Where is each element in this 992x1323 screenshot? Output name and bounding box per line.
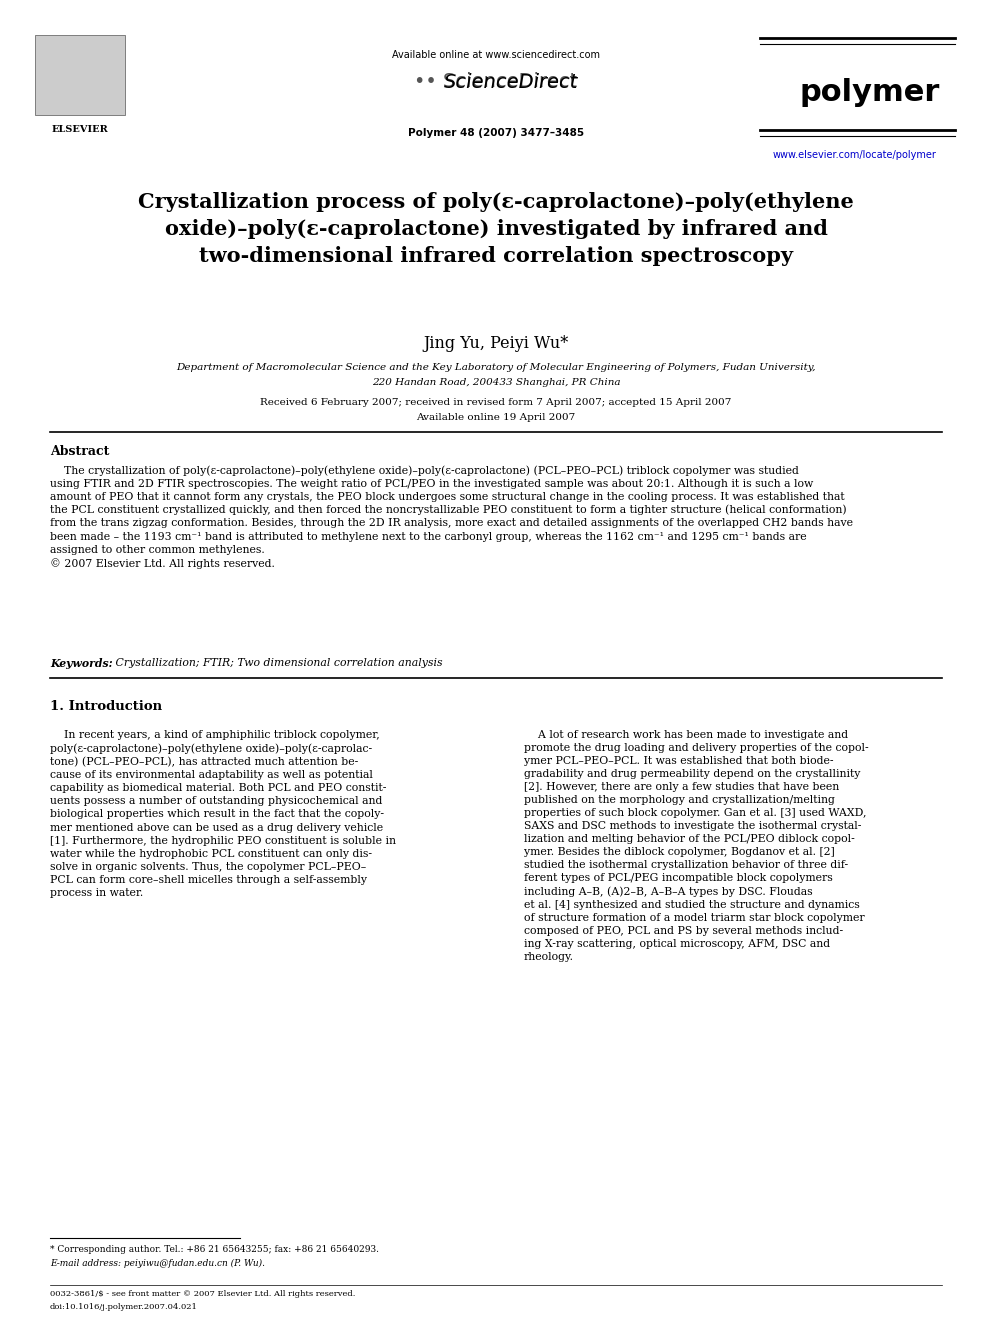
Text: polymer: polymer [800, 78, 940, 107]
Text: E-mail address: peiyiwu@fudan.edu.cn (P. Wu).: E-mail address: peiyiwu@fudan.edu.cn (P.… [50, 1259, 265, 1269]
Text: Available online 19 April 2007: Available online 19 April 2007 [417, 413, 575, 422]
Text: Jing Yu, Peiyi Wu*: Jing Yu, Peiyi Wu* [424, 335, 568, 352]
Text: In recent years, a kind of amphiphilic triblock copolymer,
poly(ε-caprolactone)–: In recent years, a kind of amphiphilic t… [50, 730, 396, 898]
Text: 0032-3861/$ - see front matter © 2007 Elsevier Ltd. All rights reserved.: 0032-3861/$ - see front matter © 2007 El… [50, 1290, 355, 1298]
Text: 1. Introduction: 1. Introduction [50, 700, 162, 713]
Bar [35, 34, 125, 115]
Text: Polymer 48 (2007) 3477–3485: Polymer 48 (2007) 3477–3485 [408, 128, 584, 138]
Text: * Corresponding author. Tel.: +86 21 65643255; fax: +86 21 65640293.: * Corresponding author. Tel.: +86 21 656… [50, 1245, 379, 1254]
Text: Department of Macromolecular Science and the Key Laboratory of Molecular Enginee: Department of Macromolecular Science and… [177, 363, 815, 372]
Text: •• ScienceDirect: •• ScienceDirect [415, 71, 577, 91]
Text: A lot of research work has been made to investigate and
promote the drug loading: A lot of research work has been made to … [524, 730, 869, 962]
Text: ELSEVIER: ELSEVIER [52, 124, 108, 134]
Text: www.elsevier.com/locate/polymer: www.elsevier.com/locate/polymer [773, 149, 936, 160]
Text: Available online at www.sciencedirect.com: Available online at www.sciencedirect.co… [392, 50, 600, 60]
Text: The crystallization of poly(ε-caprolactone)–poly(ethylene oxide)–poly(ε-caprolac: The crystallization of poly(ε-caprolacto… [50, 464, 853, 569]
Text: Abstract: Abstract [50, 445, 109, 458]
Text: 220 Handan Road, 200433 Shanghai, PR China: 220 Handan Road, 200433 Shanghai, PR Chi… [372, 378, 620, 388]
Text: Received 6 February 2007; received in revised form 7 April 2007; accepted 15 Apr: Received 6 February 2007; received in re… [260, 398, 732, 407]
Text: Keywords:: Keywords: [50, 658, 113, 669]
Text: Crystallization process of poly(ε-caprolactone)–poly(ethylene
oxide)–poly(ε-capr: Crystallization process of poly(ε-caprol… [138, 192, 854, 266]
Text: ScienceDirect: ScienceDirect [443, 73, 578, 93]
Text: Crystallization; FTIR; Two dimensional correlation analysis: Crystallization; FTIR; Two dimensional c… [112, 658, 442, 668]
Text: doi:10.1016/j.polymer.2007.04.021: doi:10.1016/j.polymer.2007.04.021 [50, 1303, 197, 1311]
